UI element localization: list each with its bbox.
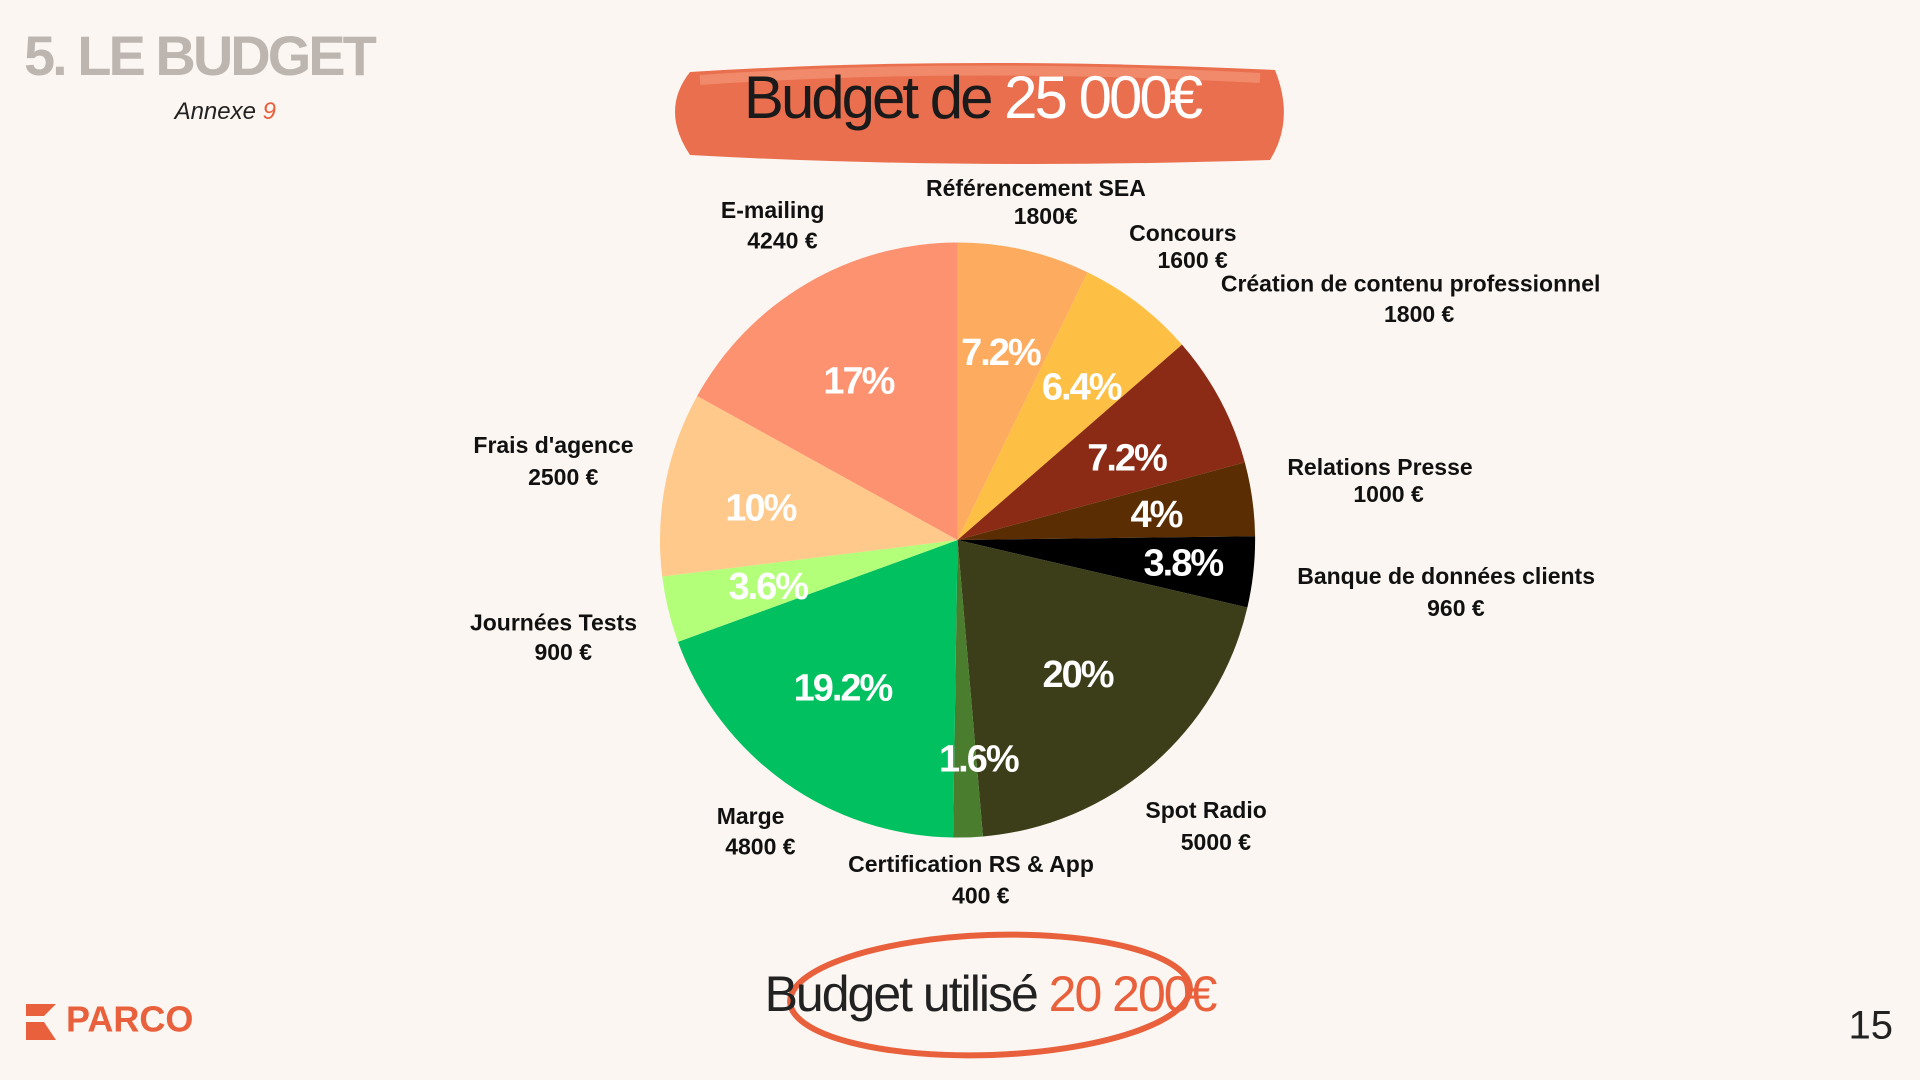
value-label: 5000 € — [1181, 829, 1252, 855]
value-label: 900 € — [534, 639, 592, 665]
pie-slice — [697, 242, 958, 540]
logo-text: PARCO — [66, 999, 193, 1040]
percent-label: 3.8% — [1144, 543, 1224, 585]
percent-label: 17% — [823, 360, 894, 402]
page-number: 15 — [1849, 1004, 1894, 1048]
percent-label: 1.6% — [939, 739, 1019, 781]
budget-used-amount: 20 200€ — [1049, 966, 1218, 1022]
value-label: 400 € — [952, 883, 1010, 909]
budget-title-amount: 25 000€ — [1004, 64, 1203, 131]
value-label: 4800 € — [725, 834, 796, 860]
pie-slice — [957, 462, 1256, 540]
annex: Annexe 9 — [173, 98, 276, 125]
percent-label: 7.2% — [961, 332, 1041, 374]
pie-slice — [662, 540, 958, 642]
pie-slice — [957, 540, 1248, 837]
title-brush — [675, 62, 1284, 164]
footer-ellipse — [787, 931, 1193, 1059]
value-label: 960 € — [1427, 595, 1485, 621]
section-title: 5. LE BUDGET — [24, 24, 377, 87]
category-label: Marge — [717, 803, 785, 829]
annex-label: Annexe — [173, 98, 256, 125]
category-label: Banque de données clients — [1297, 563, 1595, 589]
percent-label: 20% — [1043, 654, 1114, 696]
category-label: Référencement SEA — [926, 175, 1146, 201]
budget-title: Budget de 25 000€ — [744, 64, 1203, 131]
category-label: Certification RS & App — [848, 851, 1094, 877]
pie-slice — [957, 272, 1182, 540]
title-brush-stroke — [699, 65, 1261, 85]
percent-label: 6.4% — [1042, 366, 1122, 408]
category-label: Journées Tests — [470, 610, 637, 636]
pie-slice — [957, 242, 1088, 540]
value-label: 1800 € — [1384, 301, 1455, 327]
percent-label: 10% — [725, 488, 796, 530]
pie-slice — [677, 540, 958, 838]
category-label: Relations Presse — [1287, 454, 1472, 480]
percent-label: 7.2% — [1087, 437, 1167, 479]
value-label: 2500 € — [528, 464, 599, 490]
value-label: 1000 € — [1353, 481, 1424, 507]
value-label: 4240 € — [747, 228, 818, 254]
annex-number: 9 — [263, 98, 276, 125]
category-label: Spot Radio — [1145, 797, 1266, 823]
category-label: Concours — [1129, 220, 1236, 246]
percent-label: 19.2% — [794, 668, 893, 710]
category-label: Frais d'agence — [473, 432, 633, 458]
budget-used-prefix: Budget utilisé — [765, 966, 1037, 1022]
pie-slice — [953, 540, 983, 838]
pie-slice — [957, 344, 1245, 540]
value-label: 1600 € — [1157, 247, 1228, 273]
category-label: E-mailing — [721, 197, 825, 223]
pie-slice — [957, 536, 1256, 608]
percent-label: 4% — [1130, 494, 1182, 536]
value-label: 1800€ — [1014, 203, 1078, 229]
logo-icon — [26, 1004, 56, 1040]
pie-slice — [660, 395, 958, 577]
budget-used: Budget utilisé 20 200€ — [765, 966, 1218, 1022]
budget-title-prefix: Budget de — [744, 64, 991, 131]
percent-label: 3.6% — [728, 566, 808, 608]
category-label: Création de contenu professionnel — [1221, 270, 1601, 296]
